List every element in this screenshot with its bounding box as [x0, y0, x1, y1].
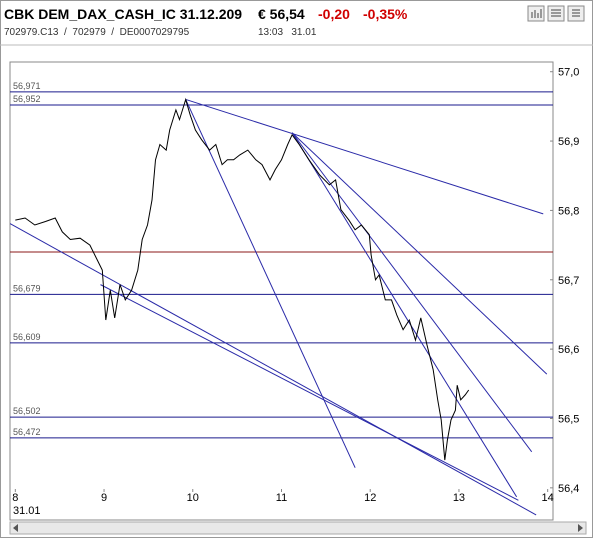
plot-frame	[9, 61, 554, 521]
scroll-right[interactable]	[578, 524, 583, 532]
x-tick-label: 10	[187, 492, 199, 504]
price-line	[15, 97, 470, 461]
y-tick-label: 56,6	[558, 344, 579, 356]
ids: 702979.C13 / 702979 / DE0007029795	[4, 27, 190, 38]
icon-chart[interactable]	[527, 5, 545, 22]
change: -0,20	[318, 6, 350, 22]
trend-line	[185, 99, 356, 468]
level-label: 56,609	[13, 332, 41, 342]
trend-line	[100, 284, 519, 501]
date-label: 31.01	[13, 505, 41, 517]
icon-glyph	[551, 9, 561, 17]
price: € 56,54	[258, 6, 305, 22]
icon-glyph	[572, 9, 580, 17]
x-tick-label: 14	[542, 492, 554, 504]
y-tick-label: 57,0	[558, 67, 579, 79]
y-tick-label: 56,9	[558, 136, 579, 148]
trend-line	[291, 132, 548, 375]
x-tick-label: 13	[453, 492, 465, 504]
x-tick-label: 12	[364, 492, 376, 504]
trend-line	[291, 132, 518, 498]
level-label: 56,971	[13, 81, 41, 91]
level-label: 56,952	[13, 94, 41, 104]
y-tick-label: 56,7	[558, 275, 579, 287]
level-label: 56,472	[13, 427, 41, 437]
x-tick-label: 9	[101, 492, 107, 504]
time: 13:03 31.01	[258, 27, 317, 38]
scrollbar[interactable]	[9, 521, 587, 535]
icon-glyph	[531, 9, 542, 18]
toolbar-icons[interactable]	[527, 5, 585, 22]
scroll-track[interactable]	[9, 521, 587, 535]
plot-area: 56,971 56,952 56,679 56,609 56,502 56,472	[10, 81, 553, 516]
scroll-left[interactable]	[13, 524, 18, 532]
symbol: CBK DEM_DAX_CASH_IC 31.12.209	[4, 6, 242, 22]
level-label: 56,679	[13, 283, 41, 293]
trend-line	[10, 223, 537, 516]
y-tick-label: 56,5	[558, 413, 579, 425]
y-tick-label: 56,4	[558, 483, 579, 495]
level-label: 56,502	[13, 406, 41, 416]
trend-line	[291, 132, 533, 453]
change-pct: -0,35%	[363, 6, 408, 22]
trend-line	[185, 98, 544, 215]
x-tick-label: 11	[276, 492, 287, 504]
y-tick-label: 56,8	[558, 205, 579, 217]
x-tick-label: 8	[12, 492, 18, 504]
